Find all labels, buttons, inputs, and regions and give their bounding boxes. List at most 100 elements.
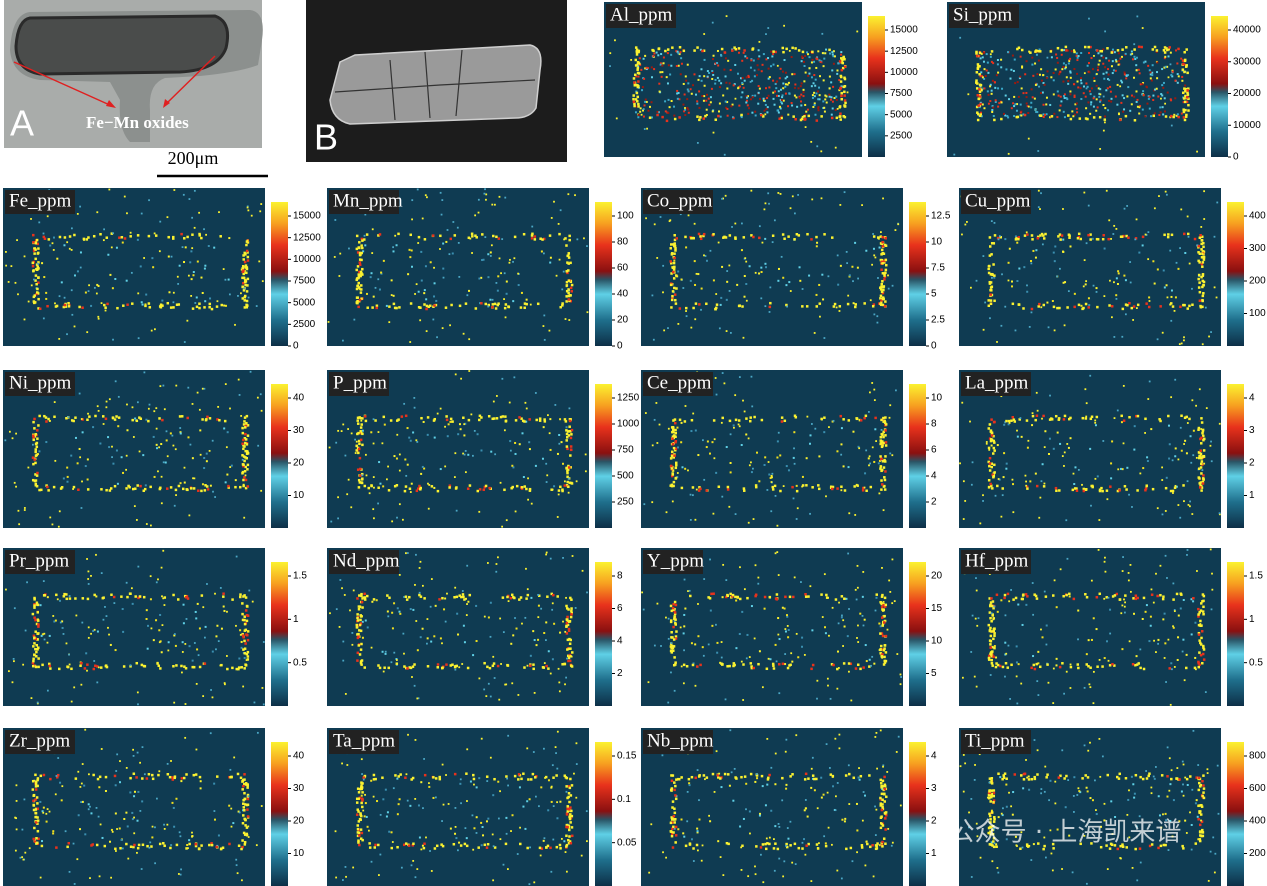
speckle xyxy=(425,298,428,301)
speckle xyxy=(712,233,715,236)
speckle xyxy=(857,277,859,280)
speckle xyxy=(361,620,364,623)
speckle xyxy=(714,307,717,311)
speckle xyxy=(463,453,466,456)
speckle xyxy=(785,47,788,51)
speckle xyxy=(650,101,653,104)
speckle xyxy=(672,446,676,450)
speckle xyxy=(531,232,534,236)
speckle xyxy=(801,485,804,488)
arrow xyxy=(165,55,216,105)
speckle xyxy=(786,75,789,78)
speckle xyxy=(740,113,743,117)
speckle xyxy=(771,472,774,475)
speckle xyxy=(1087,45,1090,49)
speckle xyxy=(801,56,804,59)
speckle xyxy=(662,264,665,267)
speckle xyxy=(1179,247,1181,249)
speckle xyxy=(673,114,676,117)
speckle xyxy=(557,223,560,225)
speckle xyxy=(1144,487,1148,490)
speckle xyxy=(65,417,68,420)
speckle xyxy=(697,232,701,236)
speckle xyxy=(1031,412,1034,415)
speckle xyxy=(636,66,640,70)
speckle xyxy=(680,278,683,281)
speckle xyxy=(185,618,188,620)
speckle xyxy=(395,457,398,460)
speckle xyxy=(811,50,814,54)
speckle xyxy=(993,221,996,224)
speckle xyxy=(503,306,507,310)
label-box xyxy=(5,550,75,574)
speckle xyxy=(45,420,48,423)
speckle xyxy=(246,463,250,467)
speckle xyxy=(1075,489,1079,492)
speckle xyxy=(1202,292,1205,295)
speckle xyxy=(816,58,819,61)
speckle xyxy=(363,596,367,599)
speckle xyxy=(360,423,363,426)
speckle xyxy=(41,262,44,265)
speckle xyxy=(147,419,150,423)
speckle xyxy=(1082,285,1085,288)
speckle xyxy=(398,610,401,613)
speckle xyxy=(1073,49,1076,52)
speckle xyxy=(395,306,398,310)
speckle xyxy=(176,275,179,278)
colorbar-tick-label: 6 xyxy=(617,603,623,614)
speckle xyxy=(34,450,37,454)
speckle xyxy=(830,663,834,666)
speckle xyxy=(1054,486,1058,490)
speckle xyxy=(565,280,569,284)
speckle xyxy=(1096,69,1099,72)
speckle xyxy=(763,100,766,103)
speckle xyxy=(976,63,980,66)
speckle xyxy=(1016,435,1019,438)
speckle xyxy=(513,376,516,379)
speckle xyxy=(1177,504,1180,506)
speckle xyxy=(1202,280,1206,284)
speckle xyxy=(514,452,517,455)
speckle xyxy=(1087,204,1090,207)
speckle xyxy=(822,79,825,82)
speckle xyxy=(33,427,36,430)
colorbar xyxy=(868,16,885,157)
speckle xyxy=(740,116,743,119)
speckle xyxy=(356,613,359,616)
speckle xyxy=(1180,57,1183,60)
speckle xyxy=(864,644,867,647)
speckle xyxy=(880,258,884,262)
speckle xyxy=(731,226,733,228)
colorbar-tick-label: 1250 xyxy=(617,393,640,404)
speckle xyxy=(1091,237,1094,240)
colorbar-tick-label: 5000 xyxy=(890,109,913,120)
speckle xyxy=(1066,443,1069,445)
speckle xyxy=(81,306,84,309)
speckle xyxy=(245,450,249,453)
speckle xyxy=(740,443,743,446)
speckle xyxy=(519,306,523,309)
speckle xyxy=(1182,101,1185,104)
speckle xyxy=(645,217,647,220)
speckle xyxy=(342,339,344,342)
speckle xyxy=(1188,304,1191,308)
speckle xyxy=(245,243,248,247)
speckle xyxy=(672,268,676,271)
speckle xyxy=(685,315,688,318)
speckle xyxy=(444,620,447,623)
speckle xyxy=(652,55,655,58)
speckle xyxy=(501,596,505,599)
speckle xyxy=(86,331,89,334)
speckle xyxy=(1112,233,1115,235)
speckle xyxy=(728,264,731,267)
speckle xyxy=(990,253,993,256)
speckle xyxy=(1026,290,1029,293)
speckle xyxy=(997,478,1000,480)
speckle xyxy=(165,430,168,433)
speckle xyxy=(734,63,737,66)
label-box xyxy=(5,190,75,214)
speckle xyxy=(879,435,883,439)
speckle xyxy=(202,606,205,609)
